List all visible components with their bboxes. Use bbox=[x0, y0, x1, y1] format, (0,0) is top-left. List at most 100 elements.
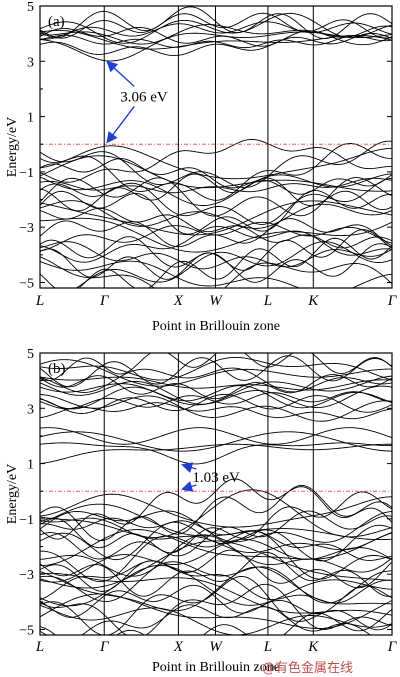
band-line bbox=[40, 226, 392, 263]
y-tick-label: 3 bbox=[27, 402, 34, 417]
band-line bbox=[40, 551, 392, 597]
gap-arrow-cbm bbox=[181, 462, 197, 473]
band-line bbox=[40, 510, 392, 560]
band-line bbox=[40, 427, 392, 445]
band-line bbox=[40, 530, 392, 583]
plot-frame bbox=[39, 352, 393, 636]
kpoint-label: Γ bbox=[387, 639, 398, 655]
band-line bbox=[75, 241, 392, 288]
band-line bbox=[40, 493, 392, 528]
band-line bbox=[40, 177, 392, 194]
y-tick-label: −3 bbox=[19, 568, 34, 583]
band-line bbox=[40, 189, 392, 235]
panel-label: (b) bbox=[48, 361, 66, 377]
band-panel-b: L Γ X W L K Γ 5 3 1 −1 −3 −5 Energy/eV Point in Brillo… bbox=[5, 347, 398, 675]
band-line bbox=[40, 139, 392, 183]
band-line bbox=[40, 177, 392, 225]
band-line bbox=[40, 367, 392, 393]
kpoint-label: L bbox=[263, 293, 272, 309]
band-line bbox=[40, 31, 392, 62]
band-line bbox=[40, 217, 392, 253]
y-tick-label: −1 bbox=[19, 166, 34, 181]
y-tick-label: −1 bbox=[19, 513, 34, 528]
band-line bbox=[40, 583, 392, 635]
band-panel-a: L Γ X W L K Γ 5 3 1 −1 −3 −5 Energy/eV Point in Brillo… bbox=[5, 0, 398, 334]
kpoint-label: K bbox=[307, 293, 319, 309]
band-line bbox=[40, 200, 392, 236]
kpoint-label: L bbox=[35, 293, 44, 309]
band-line bbox=[40, 564, 392, 607]
band-line bbox=[40, 484, 392, 541]
band-line bbox=[40, 576, 392, 635]
y-tick-label: 5 bbox=[27, 0, 34, 15]
band-line bbox=[40, 173, 392, 212]
band-gap-label: 3.06 eV bbox=[120, 89, 168, 105]
band-line bbox=[40, 34, 392, 49]
y-axis-title: Energy/eV bbox=[5, 117, 20, 177]
band-line bbox=[40, 385, 392, 410]
band-line bbox=[40, 376, 392, 391]
band-line bbox=[40, 393, 392, 414]
kpoint-label: W bbox=[209, 639, 223, 655]
kpoint-label: X bbox=[173, 293, 184, 309]
band-line bbox=[40, 478, 392, 540]
band-gap-annotation: 3.06 eV bbox=[106, 60, 168, 144]
y-tick-label: 3 bbox=[27, 55, 34, 70]
bands bbox=[40, 6, 392, 288]
band-line bbox=[40, 12, 392, 44]
watermark: @有色金属在线 bbox=[262, 660, 353, 676]
y-tick-label: 1 bbox=[27, 458, 34, 473]
band-line bbox=[40, 155, 392, 192]
panel-label: (a) bbox=[48, 14, 65, 30]
band-line bbox=[40, 380, 392, 408]
band-line bbox=[40, 140, 392, 189]
x-axis-title: Point in Brillouin zone bbox=[152, 319, 280, 334]
y-axis-title: Energy/eV bbox=[5, 464, 20, 524]
band-line bbox=[40, 375, 392, 406]
band-gap-annotation: 1.03 eV bbox=[181, 462, 240, 492]
band-line bbox=[40, 260, 392, 288]
band-line bbox=[40, 6, 392, 39]
y-tick-label: −3 bbox=[19, 221, 34, 236]
band-line bbox=[40, 355, 392, 388]
band-line bbox=[40, 237, 392, 288]
band-line bbox=[40, 604, 392, 635]
band-gap-label: 1.03 eV bbox=[192, 470, 240, 486]
band-line bbox=[40, 391, 392, 410]
x-axis-title: Point in Brillouin zone bbox=[152, 660, 280, 675]
band-line bbox=[40, 443, 392, 465]
y-tick-label: 5 bbox=[27, 347, 34, 362]
band-line bbox=[40, 158, 392, 195]
kpoint-label: W bbox=[209, 293, 223, 309]
band-line bbox=[40, 177, 392, 217]
y-tick-label: 1 bbox=[27, 111, 34, 126]
gap-arrow-cbm bbox=[106, 60, 135, 87]
bands bbox=[40, 353, 392, 635]
band-line bbox=[40, 431, 392, 452]
kpoint-label: Γ bbox=[99, 639, 110, 655]
band-line bbox=[40, 24, 392, 46]
band-line bbox=[40, 256, 392, 288]
kpoint-label: X bbox=[173, 639, 184, 655]
band-line bbox=[40, 572, 392, 616]
y-tick-label: −5 bbox=[19, 276, 34, 291]
band-line bbox=[40, 442, 392, 465]
band-line bbox=[40, 510, 392, 543]
gap-arrow-vbm bbox=[106, 105, 135, 144]
band-line bbox=[40, 529, 392, 567]
band-line bbox=[40, 402, 392, 420]
band-line bbox=[40, 517, 392, 554]
y-tick-label: −5 bbox=[19, 623, 34, 638]
plot-frame bbox=[39, 5, 393, 289]
band-line bbox=[40, 517, 392, 561]
band-line bbox=[40, 604, 372, 635]
band-line bbox=[40, 21, 392, 40]
kpoint-label: L bbox=[35, 639, 44, 655]
band-line bbox=[40, 534, 392, 577]
band-line bbox=[40, 32, 392, 57]
kpoint-label: L bbox=[263, 639, 272, 655]
band-line bbox=[40, 356, 392, 381]
band-line bbox=[40, 218, 392, 248]
kpoint-label: K bbox=[307, 639, 319, 655]
